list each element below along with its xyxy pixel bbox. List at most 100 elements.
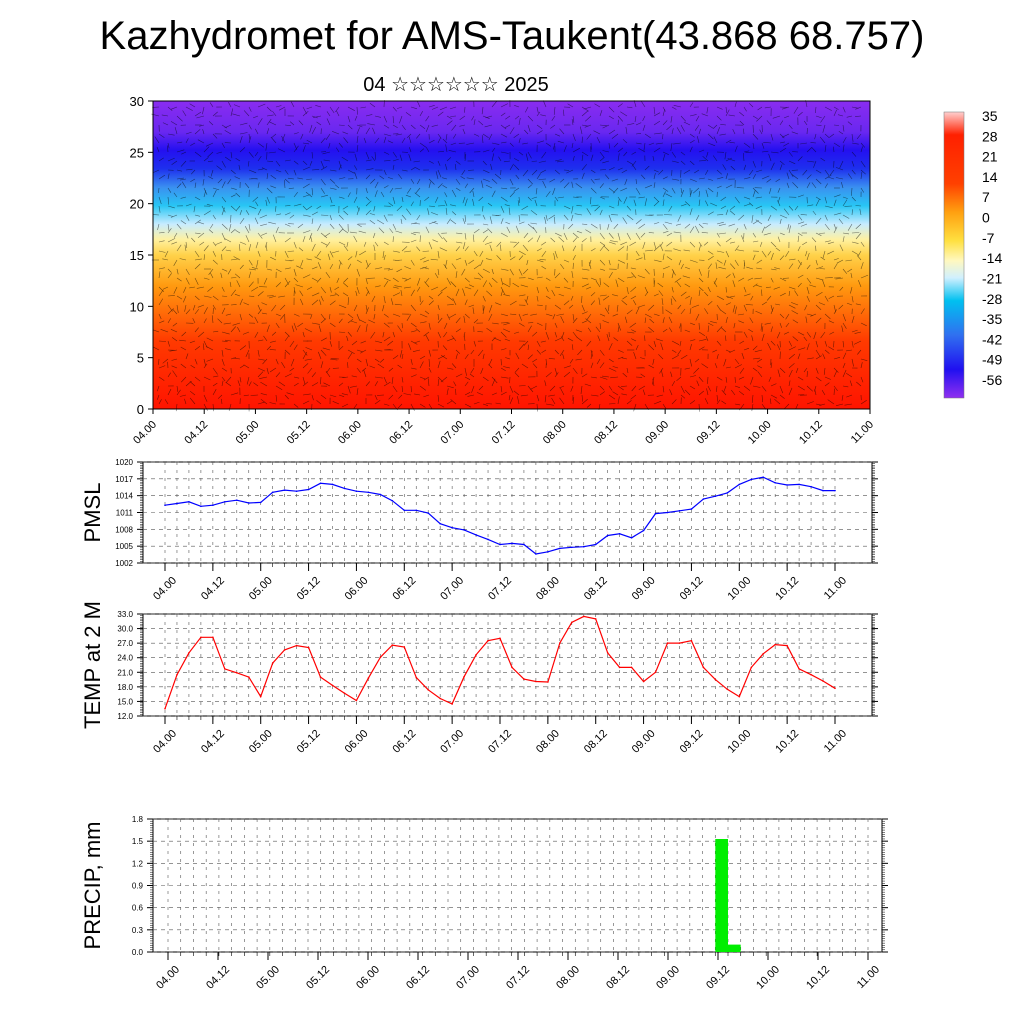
pmsl-y-tick-label: 1005: [115, 542, 133, 551]
pmsl-x-tick-label: 06.00: [343, 575, 371, 603]
pmsl-point: [176, 502, 178, 505]
temp-point: [547, 681, 549, 683]
pmsl-point: [224, 501, 226, 503]
temp-point: [236, 672, 238, 674]
pmsl-y-tick-label: 1002: [115, 559, 133, 568]
section-y-tick-label: 5: [137, 351, 144, 366]
temp-point: [463, 675, 465, 678]
pmsl-point: [654, 512, 657, 515]
temp-point: [283, 649, 286, 651]
section-y-tick-label: 30: [130, 94, 144, 109]
section-x-tick-label: 07.12: [490, 419, 518, 447]
temp-point: [200, 636, 202, 639]
temp-point: [535, 680, 537, 683]
precip-y-tick-label: 0.6: [132, 904, 144, 913]
colorbar-label: 28: [982, 128, 998, 144]
temp-x-tick-label: 04.12: [199, 728, 227, 756]
section-x-tick-label: 07.00: [438, 419, 466, 447]
temp-point: [212, 636, 214, 639]
temp-point: [331, 684, 334, 687]
precip-x-tick-label: 04.12: [204, 964, 232, 992]
precip-y-tick-label: 0.0: [132, 948, 144, 957]
pmsl-point: [391, 499, 394, 502]
wind-barbs: [151, 100, 869, 412]
pmsl-point: [762, 476, 764, 479]
colorbar-label: 0: [982, 210, 990, 226]
pmsl-x-tick-label: 05.12: [295, 575, 323, 603]
temp-y-tick-label: 21.0: [117, 668, 133, 677]
section-x-tick-label: 05.00: [234, 419, 262, 447]
pmsl-point: [248, 502, 250, 504]
precip-x-tick-label: 06.00: [354, 964, 382, 992]
pmsl-point: [403, 509, 406, 512]
precip-x-tick-label: 10.00: [754, 964, 782, 992]
temp-y-tick-label: 27.0: [117, 639, 133, 648]
colorbar-label: -21: [982, 270, 1002, 286]
temp-x-tick-label: 09.12: [678, 728, 706, 756]
pmsl-point: [523, 543, 525, 546]
section-x-tick-label: 11.00: [849, 419, 876, 446]
pmsl-point: [236, 499, 238, 502]
temp-x-tick-label: 07.00: [438, 728, 466, 756]
pmsl-point: [511, 542, 513, 545]
precip-y-tick-label: 0.9: [132, 882, 144, 891]
temp-x-tick-label: 05.12: [295, 728, 323, 756]
precip-x-tick-label: 09.00: [654, 964, 682, 992]
pmsl-x-tick-label: 07.00: [438, 575, 466, 603]
precip-x-tick-label: 07.12: [504, 964, 532, 992]
pmsl-point: [271, 491, 274, 494]
temp-point: [355, 699, 358, 702]
temp-point: [259, 695, 262, 698]
temp-point: [307, 646, 310, 649]
pmsl-point: [439, 522, 442, 525]
temp-point: [606, 652, 609, 654]
pmsl-point: [463, 529, 465, 531]
temp-point: [511, 666, 513, 669]
temp-point: [762, 653, 764, 655]
pmsl-y-tick-label: 1020: [115, 458, 133, 467]
pmsl-point: [451, 526, 453, 529]
page-subtitle: 04 ☆☆☆☆☆☆ 2025: [363, 74, 549, 96]
temp-y-tick-label: 12.0: [117, 712, 133, 721]
precip-x-tick-label: 05.12: [304, 964, 332, 992]
section-y-tick-label: 0: [137, 402, 144, 417]
pmsl-ylabel: PMSL: [80, 483, 105, 543]
temp-point: [774, 643, 776, 646]
temp-point: [415, 676, 418, 679]
temp-point: [391, 644, 394, 646]
section-x-tick-label: 06.00: [336, 419, 364, 447]
colorbar-label: -7: [982, 230, 995, 246]
pmsl-point: [798, 483, 800, 486]
temp-point: [319, 676, 322, 678]
pmsl-point: [559, 547, 561, 550]
temp-point: [188, 652, 190, 654]
pmsl-point: [188, 501, 190, 503]
pmsl-point: [319, 482, 322, 485]
temp-point: [702, 666, 705, 669]
temp-point: [810, 673, 812, 676]
temp-y-tick-label: 15.0: [117, 697, 133, 706]
section-y-tick-label: 15: [130, 248, 144, 263]
temp-point: [487, 639, 489, 642]
temp-x-tick-label: 06.00: [343, 728, 371, 756]
temp-point: [738, 695, 741, 698]
pmsl-x-tick-label: 09.00: [630, 575, 658, 603]
temp-point: [164, 707, 166, 710]
colorbar-label: 7: [982, 189, 990, 205]
section-y-tick-label: 25: [130, 145, 144, 160]
pmsl-point: [535, 553, 537, 555]
pmsl-point: [295, 490, 298, 493]
pmsl-point: [415, 509, 418, 512]
colorbar-label: -28: [982, 291, 1002, 307]
temp-x-tick-label: 08.12: [582, 728, 610, 756]
pmsl-x-tick-label: 08.00: [534, 575, 562, 603]
pmsl-point: [427, 512, 430, 514]
temp-point: [594, 618, 597, 620]
temp-y-tick-label: 30.0: [117, 625, 133, 634]
precip-y-tick-label: 1.8: [132, 815, 144, 824]
temp-point: [798, 668, 800, 670]
section-x-tick-label: 06.12: [387, 419, 415, 447]
temp-point: [439, 697, 442, 700]
pmsl-point: [331, 483, 334, 486]
